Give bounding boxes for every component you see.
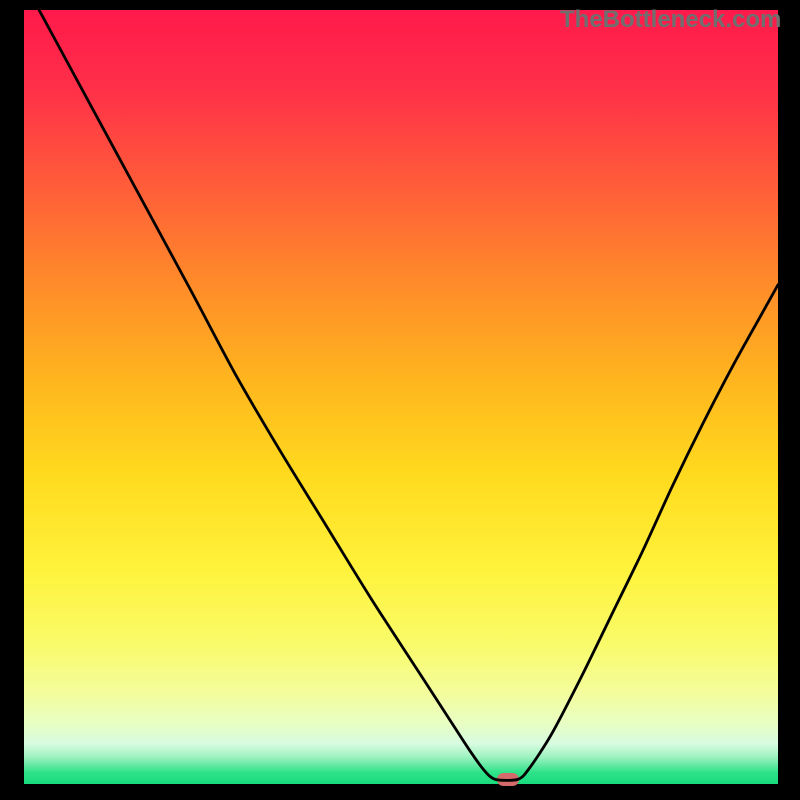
plot-area <box>24 10 778 784</box>
minimum-marker <box>497 773 519 786</box>
watermark-text: TheBottleneck.com <box>560 6 781 34</box>
background-gradient <box>24 10 778 784</box>
chart-stage: TheBottleneck.com <box>0 0 800 800</box>
